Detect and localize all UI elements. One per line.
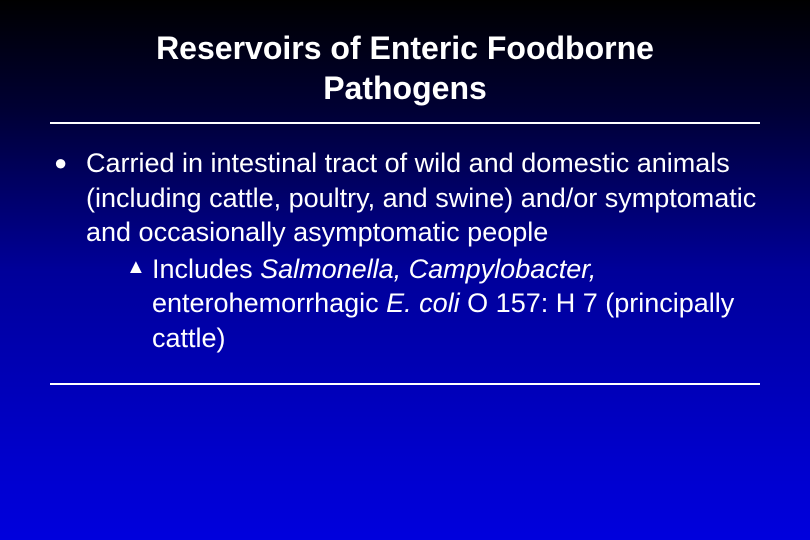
bullet-level-2: ▲ Includes Salmonella, Campylobacter, en…: [122, 252, 760, 356]
slide-body: ● Carried in intestinal tract of wild an…: [50, 146, 760, 355]
bullet-text: Carried in intestinal tract of wild and …: [86, 146, 760, 355]
bullet-sub-text: Includes Salmonella, Campylobacter, ente…: [152, 252, 760, 356]
rule-bottom: [50, 383, 760, 385]
bullet-marker-triangle-icon: ▲: [122, 252, 152, 283]
bullet-level-1: ● Carried in intestinal tract of wild an…: [50, 146, 760, 355]
seg-it1: Salmonella, Campylobacter,: [260, 254, 596, 284]
rule-top: [50, 122, 760, 124]
bullet-text-content: Carried in intestinal tract of wild and …: [86, 148, 756, 247]
slide: Reservoirs of Enteric Foodborne Pathogen…: [0, 0, 810, 540]
seg-mid: enterohemorrhagic: [152, 288, 386, 318]
slide-title: Reservoirs of Enteric Foodborne Pathogen…: [50, 28, 760, 108]
seg-it2: E. coli: [386, 288, 460, 318]
seg-pre: Includes: [152, 254, 260, 284]
bullet-marker-dot-icon: ●: [50, 146, 86, 180]
